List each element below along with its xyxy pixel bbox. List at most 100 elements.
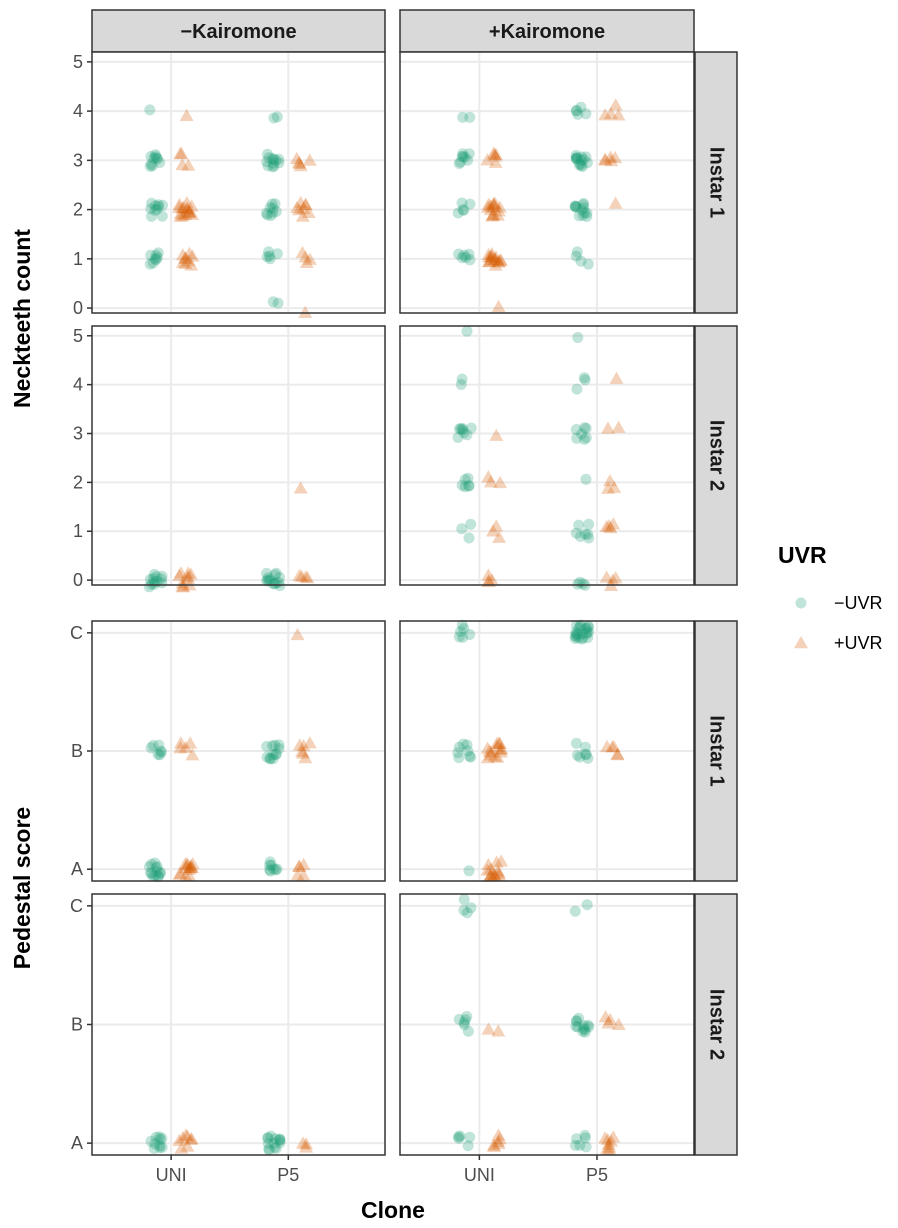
x-tick-label: UNI bbox=[156, 1165, 187, 1185]
data-point-minus-uvr bbox=[274, 571, 286, 583]
data-point-plus-uvr bbox=[172, 867, 187, 880]
data-point-minus-uvr bbox=[264, 856, 276, 868]
data-point-minus-uvr bbox=[578, 372, 590, 384]
data-point-plus-uvr bbox=[180, 571, 195, 584]
data-point-minus-uvr bbox=[147, 257, 159, 269]
data-point-minus-uvr bbox=[462, 1025, 474, 1037]
data-point-plus-uvr bbox=[480, 153, 495, 166]
data-point-minus-uvr bbox=[579, 741, 591, 753]
data-point-minus-uvr bbox=[458, 204, 470, 216]
data-point-plus-uvr bbox=[491, 254, 506, 267]
data-point-plus-uvr bbox=[481, 1022, 496, 1035]
data-point-minus-uvr bbox=[578, 153, 590, 165]
data-point-plus-uvr bbox=[296, 201, 311, 215]
data-point-minus-uvr bbox=[263, 1143, 275, 1155]
data-point-minus-uvr bbox=[464, 111, 476, 123]
data-point-minus-uvr bbox=[262, 1138, 274, 1149]
data-point-minus-uvr bbox=[458, 249, 470, 261]
data-point-plus-uvr bbox=[180, 569, 195, 582]
data-point-minus-uvr bbox=[463, 480, 475, 492]
data-point-minus-uvr bbox=[269, 578, 280, 590]
data-point-minus-uvr bbox=[580, 432, 592, 444]
data-point-minus-uvr bbox=[152, 871, 164, 883]
data-point-minus-uvr bbox=[268, 160, 280, 172]
column-strip-bg bbox=[399, 9, 695, 53]
data-point-plus-uvr bbox=[181, 566, 196, 579]
data-point-minus-uvr bbox=[577, 578, 589, 590]
data-point-minus-uvr bbox=[155, 745, 167, 757]
data-point-minus-uvr bbox=[454, 1130, 466, 1142]
data-point-minus-uvr bbox=[274, 1133, 286, 1145]
data-point-plus-uvr bbox=[603, 106, 618, 120]
data-point-plus-uvr bbox=[178, 869, 193, 882]
data-point-minus-uvr bbox=[453, 248, 465, 260]
data-point-minus-uvr bbox=[268, 112, 280, 124]
data-point-plus-uvr bbox=[488, 252, 503, 266]
data-point-plus-uvr bbox=[487, 1139, 502, 1152]
row-strip-bg bbox=[694, 51, 738, 314]
data-point-minus-uvr bbox=[268, 153, 280, 165]
data-point-minus-uvr bbox=[576, 428, 588, 440]
data-point-plus-uvr bbox=[175, 157, 190, 171]
data-point-minus-uvr bbox=[582, 528, 594, 540]
data-point-plus-uvr bbox=[492, 868, 507, 881]
data-point-minus-uvr bbox=[572, 578, 584, 590]
data-point-plus-uvr bbox=[610, 747, 625, 760]
data-point-plus-uvr bbox=[598, 1131, 613, 1144]
data-point-plus-uvr bbox=[599, 519, 614, 533]
row-strip-label: Instar 2 bbox=[706, 420, 728, 491]
data-point-minus-uvr bbox=[579, 1132, 591, 1144]
data-point-plus-uvr bbox=[601, 1137, 616, 1150]
data-point-minus-uvr bbox=[455, 626, 466, 638]
data-point-minus-uvr bbox=[578, 1023, 590, 1034]
data-point-minus-uvr bbox=[264, 752, 276, 764]
data-point-minus-uvr bbox=[264, 859, 276, 871]
panel-border bbox=[399, 620, 695, 882]
data-point-minus-uvr bbox=[575, 155, 587, 167]
data-point-plus-uvr bbox=[489, 519, 504, 532]
data-point-plus-uvr bbox=[180, 1129, 195, 1142]
data-point-plus-uvr bbox=[179, 195, 194, 209]
data-point-minus-uvr bbox=[579, 1024, 591, 1036]
data-point-minus-uvr bbox=[154, 157, 166, 168]
data-point-minus-uvr bbox=[267, 202, 279, 214]
data-point-minus-uvr bbox=[570, 1139, 581, 1151]
data-point-minus-uvr bbox=[573, 210, 585, 222]
data-point-minus-uvr bbox=[145, 203, 157, 215]
data-point-minus-uvr bbox=[267, 153, 278, 165]
data-point-minus-uvr bbox=[154, 1140, 166, 1152]
data-point-minus-uvr bbox=[574, 751, 586, 763]
data-point-minus-uvr bbox=[571, 432, 583, 444]
data-point-minus-uvr bbox=[270, 1142, 282, 1154]
data-point-plus-uvr bbox=[293, 481, 308, 494]
y-tick-label: 1 bbox=[73, 521, 83, 541]
y-axis-title-neckteeth: Neckteeth count bbox=[9, 229, 35, 408]
data-point-plus-uvr bbox=[605, 573, 620, 586]
data-point-minus-uvr bbox=[465, 518, 477, 530]
data-point-plus-uvr bbox=[491, 866, 506, 879]
data-point-minus-uvr bbox=[155, 573, 167, 585]
data-point-plus-uvr bbox=[599, 739, 614, 753]
data-point-plus-uvr bbox=[486, 197, 501, 211]
data-point-minus-uvr bbox=[574, 1139, 586, 1151]
data-point-plus-uvr bbox=[173, 866, 188, 879]
data-point-plus-uvr bbox=[601, 421, 616, 434]
data-point-minus-uvr bbox=[268, 1137, 280, 1149]
data-point-minus-uvr bbox=[580, 628, 592, 640]
data-point-minus-uvr bbox=[456, 373, 468, 385]
data-point-plus-uvr bbox=[603, 521, 618, 534]
data-point-plus-uvr bbox=[173, 206, 188, 219]
data-point-minus-uvr bbox=[579, 374, 591, 386]
data-point-plus-uvr bbox=[608, 571, 623, 584]
data-point-minus-uvr bbox=[575, 101, 587, 113]
data-point-plus-uvr bbox=[484, 249, 499, 263]
data-point-plus-uvr bbox=[484, 247, 499, 260]
data-point-plus-uvr bbox=[182, 869, 197, 882]
data-point-minus-uvr bbox=[264, 753, 276, 765]
data-point-plus-uvr bbox=[301, 205, 316, 218]
data-point-plus-uvr bbox=[490, 208, 505, 221]
data-point-minus-uvr bbox=[581, 211, 593, 222]
data-point-plus-uvr bbox=[176, 580, 191, 593]
data-point-minus-uvr bbox=[455, 423, 467, 435]
data-point-minus-uvr bbox=[465, 902, 477, 914]
